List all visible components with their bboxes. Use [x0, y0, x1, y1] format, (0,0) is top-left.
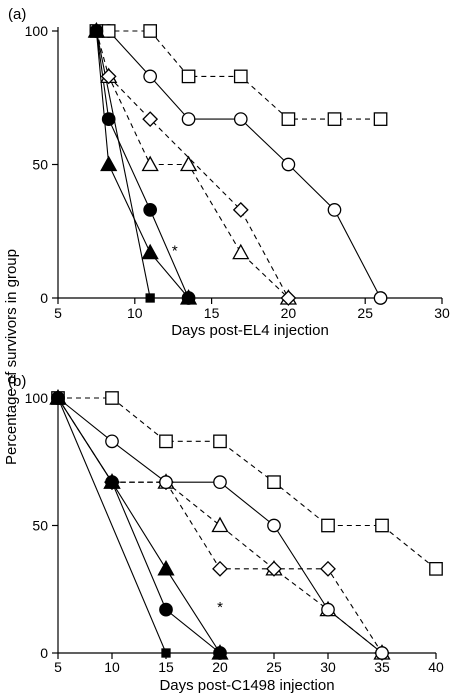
data-point-filled-triangle	[141, 243, 159, 260]
data-point-filled-triangle	[157, 560, 175, 576]
y-tick-label: 100	[25, 23, 49, 39]
data-point-open-square	[101, 24, 116, 38]
data-point-open-circle	[181, 112, 196, 126]
data-point-open-diamond	[280, 290, 297, 306]
data-point-open-triangle	[232, 243, 250, 260]
y-tick-label: 50	[32, 157, 48, 173]
data-point-open-square	[213, 434, 227, 449]
data-point-open-diamond	[320, 560, 336, 577]
x-tick-label: 25	[266, 659, 282, 675]
y-axis-label: Percentage of survivors in group	[3, 249, 20, 465]
data-point-filled-triangle	[100, 155, 118, 172]
x-tick-label: 20	[212, 659, 228, 675]
data-point-open-diamond	[142, 111, 159, 128]
data-point-open-circle	[143, 69, 158, 84]
x-axis-label: Days post-EL4 injection	[171, 322, 329, 339]
y-tick-label: 100	[25, 390, 49, 406]
series-line-open-triangle	[95, 30, 289, 299]
data-point-open-circle	[281, 157, 296, 172]
data-point-filled-circle	[181, 291, 196, 305]
data-point-filled-circle	[51, 391, 65, 405]
data-point-open-circle	[375, 646, 389, 660]
x-tick-label: 20	[281, 305, 297, 321]
data-point-open-diamond	[100, 68, 117, 85]
x-tick-label: 25	[357, 305, 373, 321]
data-point-open-square	[181, 69, 196, 84]
data-point-open-triangle	[179, 155, 198, 172]
data-point-open-circle	[105, 434, 119, 449]
series-line-open-square	[58, 397, 437, 570]
panel-label: (a)	[8, 6, 26, 23]
data-point-open-circle	[373, 291, 388, 305]
data-point-open-circle	[159, 475, 173, 489]
data-point-open-diamond	[212, 560, 228, 577]
data-point-filled-circle	[143, 203, 158, 217]
data-point-open-square	[105, 391, 119, 405]
y-tick-label: 0	[40, 645, 48, 661]
series-line-open-diamond	[112, 481, 383, 654]
significance-asterisk: *	[172, 242, 178, 259]
data-point-open-square	[267, 475, 281, 490]
series-line-filled-square	[57, 397, 167, 654]
data-point-open-circle	[213, 475, 227, 489]
data-point-filled-circle	[159, 602, 173, 617]
data-point-open-circle	[321, 602, 335, 617]
data-point-filled-circle	[101, 112, 116, 126]
x-axis-label: Days post-C1498 injection	[159, 677, 334, 694]
x-tick-label: 15	[204, 305, 220, 321]
data-point-open-square	[143, 24, 158, 38]
data-point-open-square	[233, 69, 248, 84]
data-point-open-square	[373, 112, 388, 126]
data-point-open-square	[375, 518, 389, 533]
series-line-open-square	[96, 30, 381, 120]
data-point-open-square	[159, 434, 173, 449]
x-tick-label: 30	[434, 305, 450, 321]
data-point-open-circle	[233, 112, 248, 126]
data-point-open-circle	[267, 518, 281, 533]
data-point-open-circle	[327, 203, 342, 217]
panel-a: (a) 5 10 15 20 25 30 0 50 100 Days post-EL4 inject…	[8, 6, 450, 339]
data-point-filled-square	[145, 293, 155, 303]
data-point-filled-circle	[105, 475, 119, 489]
significance-asterisk: *	[217, 599, 223, 616]
x-tick-label: 10	[104, 659, 120, 675]
x-tick-label: 30	[320, 659, 336, 675]
x-tick-label: 10	[127, 305, 143, 321]
data-point-open-square	[327, 112, 342, 126]
y-tick-label: 50	[32, 518, 48, 534]
series-line-open-diamond	[108, 76, 289, 299]
x-tick-label: 35	[374, 659, 390, 675]
data-point-filled-circle	[89, 24, 104, 38]
data-point-open-triangle	[211, 516, 229, 533]
panel-b: (b) 5 10 15 20 25 30 35 40 0 50 100 Days post-C1498 …	[8, 373, 444, 694]
data-point-open-square	[321, 518, 335, 533]
data-point-open-triangle	[141, 155, 159, 172]
panel-label: (b)	[8, 373, 26, 390]
x-tick-label: 15	[158, 659, 174, 675]
x-tick-label: 5	[54, 305, 62, 321]
data-point-filled-square	[161, 648, 171, 658]
series-line-filled-triangle	[95, 30, 189, 299]
y-tick-label: 0	[40, 290, 48, 306]
data-point-open-diamond	[266, 560, 282, 577]
data-point-filled-circle	[213, 646, 227, 660]
data-point-open-diamond	[232, 201, 249, 218]
x-tick-label: 40	[428, 659, 444, 675]
data-point-open-square	[281, 112, 296, 126]
data-point-open-square	[429, 562, 443, 576]
x-tick-label: 5	[54, 659, 62, 675]
